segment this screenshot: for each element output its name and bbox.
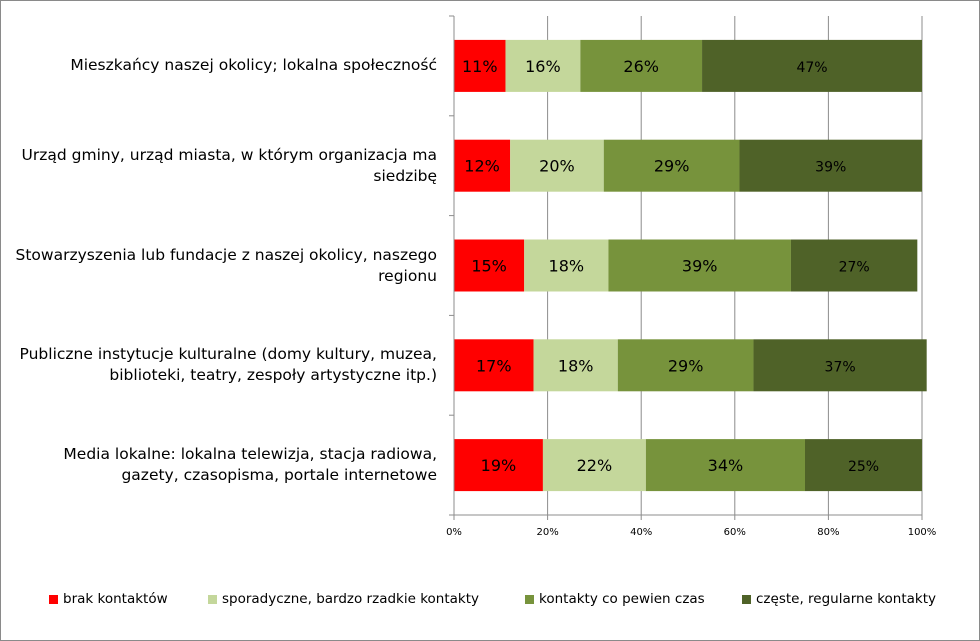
legend-swatch [742,594,751,604]
data-label: 15% [471,257,507,276]
x-tick-label: 100% [908,527,937,538]
data-label: 26% [623,57,659,76]
data-label: 20% [539,157,575,176]
bar-segment [645,439,805,492]
category-label: Urząd gminy, urząd miasta, w którym orga… [9,145,437,187]
category-label-line: Stowarzyszenia lub fundacje z naszej oko… [15,245,438,264]
legend-swatch [525,594,534,604]
legend-swatch [208,594,217,604]
data-label: 27% [839,260,870,276]
bar-segment [702,39,922,92]
bar-segment [739,139,922,192]
legend-item: brak kontaktów [49,591,168,607]
legend-item: kontakty co pewien czas [525,591,705,607]
data-label: 11% [462,57,498,76]
data-label: 22% [577,456,613,475]
x-tick-label: 20% [536,527,558,538]
bar-segment [753,339,927,392]
category-label: Media lokalne: lokalna telewizja, stacja… [9,444,437,486]
bar-segment [454,239,525,292]
x-tick-label: 60% [724,527,746,538]
data-label: 39% [815,160,846,176]
category-label-line: Media lokalne: lokalna telewizja, stacja… [63,445,437,464]
category-label: Publiczne instytucje kulturalne (domy ku… [9,344,437,386]
category-label-line: siedzibę [373,166,437,185]
category-label-line: Urząd gminy, urząd miasta, w którym orga… [21,145,437,164]
category-label-line: Mieszkańcy naszej okolicy; lokalna społe… [70,56,437,75]
data-label: 12% [464,157,500,176]
legend-label: sporadyczne, bardzo rzadkie kontakty [222,591,480,607]
bar-segment [454,439,543,492]
category-label-line: biblioteki, teatry, zespoły artystyczne … [109,366,437,385]
x-tick-label: 80% [817,527,839,538]
category-label: Mieszkańcy naszej okolicy; lokalna społe… [9,55,437,76]
data-label: 29% [668,356,704,375]
data-label: 25% [848,459,879,475]
bar-segment [790,239,918,292]
category-label: Stowarzyszenia lub fundacje z naszej oko… [9,245,438,287]
data-label: 19% [481,456,517,475]
data-label: 16% [525,57,561,76]
data-label: 17% [476,356,512,375]
bar-segment [454,139,511,192]
bar-segment [608,239,791,292]
legend-label: kontakty co pewien czas [539,591,705,607]
data-label: 18% [558,356,594,375]
bar-segment [805,439,922,492]
category-label-line: regionu [378,266,437,285]
data-label: 47% [796,60,827,76]
data-label: 39% [682,257,718,276]
bar-segment [510,139,604,192]
bar-segment [454,339,534,392]
bar-segment [524,239,609,292]
category-label-line: Publiczne instytucje kulturalne (domy ku… [19,345,437,364]
legend-swatch [49,594,58,604]
data-label: 37% [825,359,856,375]
x-tick-label: 40% [630,527,652,538]
bar-segment [603,139,740,192]
legend-item: częste, regularne kontakty [742,591,936,607]
category-label-line: gazety, czasopisma, portale internetowe [121,466,437,485]
x-tick-label: 0% [446,527,462,538]
bar-segment [533,339,618,392]
bar-segment [542,439,646,492]
stacked-bar-chart: 11% 16% 26% 47% 12% 20% 29% 39% 15% 18% 39% 27% 17% 1… [446,15,937,538]
bar-segment [505,39,581,92]
bar-segment [580,39,703,92]
data-label: 18% [549,257,585,276]
legend-label: brak kontaktów [63,591,168,607]
legend-label: częste, regularne kontakty [756,591,937,607]
legend-item: sporadyczne, bardzo rzadkie kontakty [208,591,479,607]
bar-segment [454,39,506,92]
bar-segment [617,339,754,392]
data-label: 34% [708,456,744,475]
data-label: 29% [654,157,690,176]
